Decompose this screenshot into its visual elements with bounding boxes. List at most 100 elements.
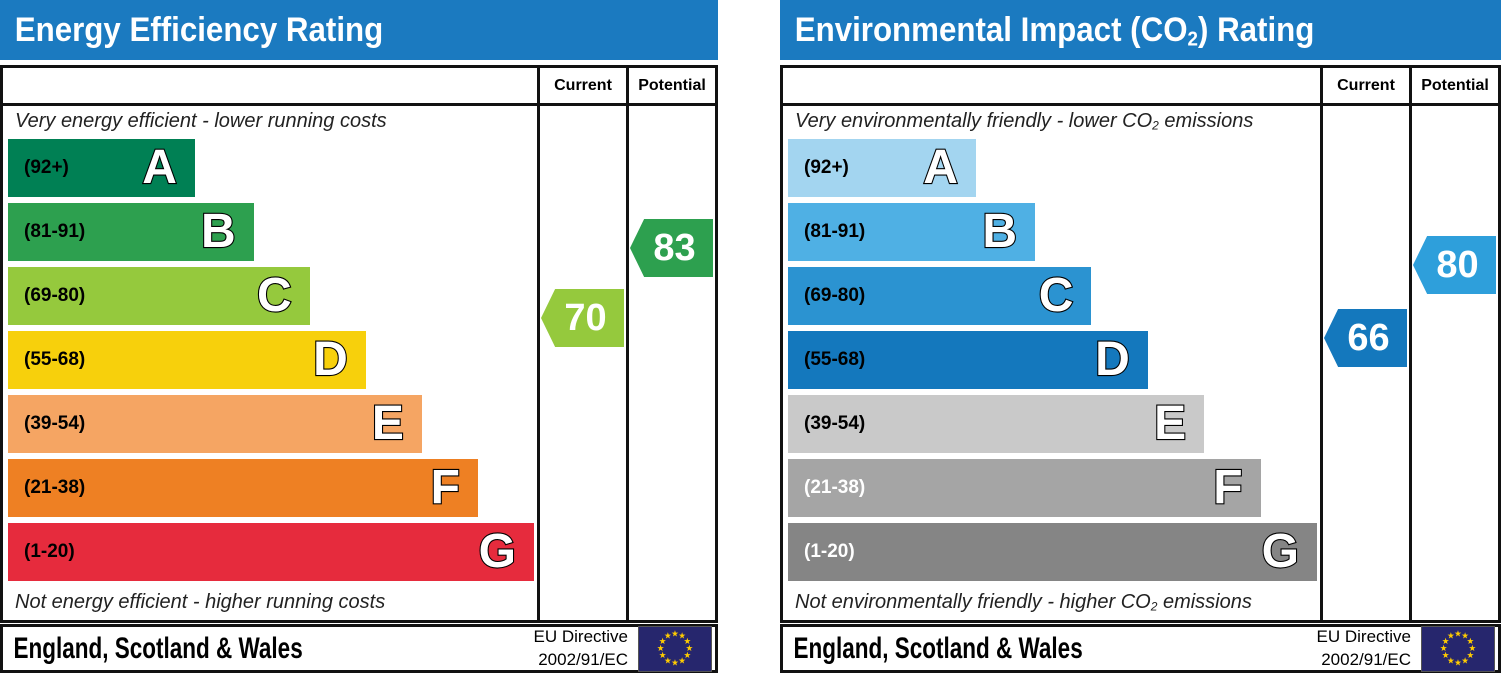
eu-flag-icon: ★ ★ ★ ★ ★ ★ ★ ★ ★ ★ ★ ★	[638, 625, 712, 672]
rating-table: Current Potential Very environmentally f…	[780, 65, 1501, 623]
caption-top: Very energy efficient - lower running co…	[15, 110, 387, 132]
svg-text:★: ★	[1454, 629, 1462, 639]
svg-text:★: ★	[1454, 658, 1462, 668]
band-letter: C	[1038, 269, 1075, 322]
eu-flag-icon: ★ ★ ★ ★ ★ ★ ★ ★ ★ ★ ★ ★	[1421, 625, 1495, 672]
current-rating-value: 66	[1347, 316, 1390, 359]
energy-efficiency-rating-panel: Energy Efficiency Rating Current Potenti…	[0, 0, 718, 675]
current-column: 70	[537, 106, 626, 620]
svg-text:★: ★	[1447, 656, 1455, 666]
svg-text:★: ★	[685, 644, 693, 654]
band-b: (81-91) B	[788, 203, 1036, 261]
svg-text:★: ★	[1467, 651, 1475, 661]
potential-rating-value: 80	[1436, 243, 1479, 286]
band-letter: B	[981, 205, 1018, 258]
band-area: Very energy efficient - lower running co…	[3, 106, 537, 620]
panel-title-bar: Energy Efficiency Rating	[0, 0, 718, 60]
band-c: (69-80) C	[788, 267, 1092, 325]
band-letter: A	[922, 141, 959, 194]
caption-bottom: Not energy efficient - higher running co…	[15, 591, 386, 613]
svg-text:★: ★	[671, 629, 679, 639]
band-letter: F	[1212, 461, 1244, 514]
potential-rating-value: 83	[653, 226, 696, 269]
band-letter: D	[1094, 333, 1131, 386]
band-letter: G	[1260, 525, 1300, 578]
svg-text:★: ★	[678, 631, 686, 641]
potential-column-header: Potential	[1409, 68, 1498, 103]
band-c: (69-80) C	[8, 267, 310, 325]
svg-text:★: ★	[1467, 636, 1475, 646]
potential-column: 80	[1409, 106, 1498, 620]
band-range-label: (21-38)	[24, 477, 86, 498]
band-letter: E	[1153, 397, 1187, 450]
band-range-label: (1-20)	[804, 541, 855, 562]
header-spacer	[3, 68, 537, 103]
current-rating-arrow: 70	[541, 289, 624, 347]
band-letter: D	[312, 333, 349, 386]
band-range-label: (21-38)	[804, 477, 866, 498]
svg-text:★: ★	[664, 656, 672, 666]
band-d: (55-68) D	[8, 331, 366, 389]
potential-rating-arrow: 80	[1413, 236, 1496, 294]
current-column-header: Current	[537, 68, 626, 103]
table-header-row: Current Potential	[783, 68, 1498, 106]
svg-text:★: ★	[1447, 631, 1455, 641]
band-range-label: (81-91)	[804, 221, 866, 242]
potential-rating-arrow: 83	[630, 219, 713, 277]
table-header-row: Current Potential	[3, 68, 715, 106]
svg-text:★: ★	[678, 656, 686, 666]
svg-text:★: ★	[1461, 631, 1469, 641]
band-range-label: (55-68)	[24, 349, 86, 370]
svg-text:★: ★	[1468, 644, 1476, 654]
caption-bottom: Not environmentally friendly - higher CO…	[795, 591, 1252, 614]
svg-text:★: ★	[659, 636, 667, 646]
caption-top: Very environmentally friendly - lower CO…	[795, 110, 1254, 133]
footer-bar: England, Scotland & Wales EU Directive 2…	[780, 624, 1501, 673]
band-letter: G	[478, 525, 518, 578]
svg-text:★: ★	[1442, 651, 1450, 661]
svg-text:★: ★	[1440, 644, 1448, 654]
svg-text:★: ★	[664, 631, 672, 641]
band-letter: A	[141, 141, 178, 194]
current-rating-arrow: 66	[1324, 309, 1407, 367]
band-a: (92+) A	[788, 139, 976, 197]
svg-text:★: ★	[657, 644, 665, 654]
environmental-impact-rating-panel: Environmental Impact (CO2) Rating Curren…	[780, 0, 1501, 675]
region-label: England, Scotland & Wales	[13, 631, 303, 665]
svg-text:★: ★	[1442, 636, 1450, 646]
current-rating-value: 70	[564, 296, 607, 339]
band-g: (1-20) G	[8, 523, 534, 581]
band-letter: F	[429, 461, 461, 514]
panel-title: Environmental Impact (CO2) Rating	[794, 11, 1315, 51]
band-letter: E	[371, 397, 405, 450]
band-d: (55-68) D	[788, 331, 1148, 389]
svg-text:★: ★	[1461, 656, 1469, 666]
panel-title: Energy Efficiency Rating	[14, 11, 384, 49]
band-e: (39-54) E	[788, 395, 1205, 453]
band-range-label: (69-80)	[24, 285, 86, 306]
potential-column: 83	[626, 106, 715, 620]
eu-directive-label: EU Directive 2002/91/EC	[1316, 627, 1411, 669]
rating-table: Current Potential Very energy efficient …	[0, 65, 718, 623]
table-body: Very environmentally friendly - lower CO…	[783, 106, 1498, 620]
panel-title-bar: Environmental Impact (CO2) Rating	[780, 0, 1501, 60]
band-e: (39-54) E	[8, 395, 422, 453]
band-range-label: (55-68)	[804, 349, 866, 370]
region-label: England, Scotland & Wales	[793, 631, 1083, 665]
band-range-label: (39-54)	[24, 413, 86, 434]
svg-text:★: ★	[659, 651, 667, 661]
header-spacer	[783, 68, 1320, 103]
svg-text:★: ★	[671, 658, 679, 668]
table-body: Very energy efficient - lower running co…	[3, 106, 715, 620]
current-column: 66	[1320, 106, 1409, 620]
band-range-label: (1-20)	[24, 541, 75, 562]
band-g: (1-20) G	[788, 523, 1317, 581]
band-range-label: (81-91)	[24, 221, 86, 242]
band-range-label: (69-80)	[804, 285, 866, 306]
svg-text:★: ★	[684, 636, 692, 646]
band-f: (21-38) F	[788, 459, 1261, 517]
band-range-label: (92+)	[24, 157, 69, 178]
band-f: (21-38) F	[8, 459, 478, 517]
band-letter: C	[256, 269, 293, 322]
